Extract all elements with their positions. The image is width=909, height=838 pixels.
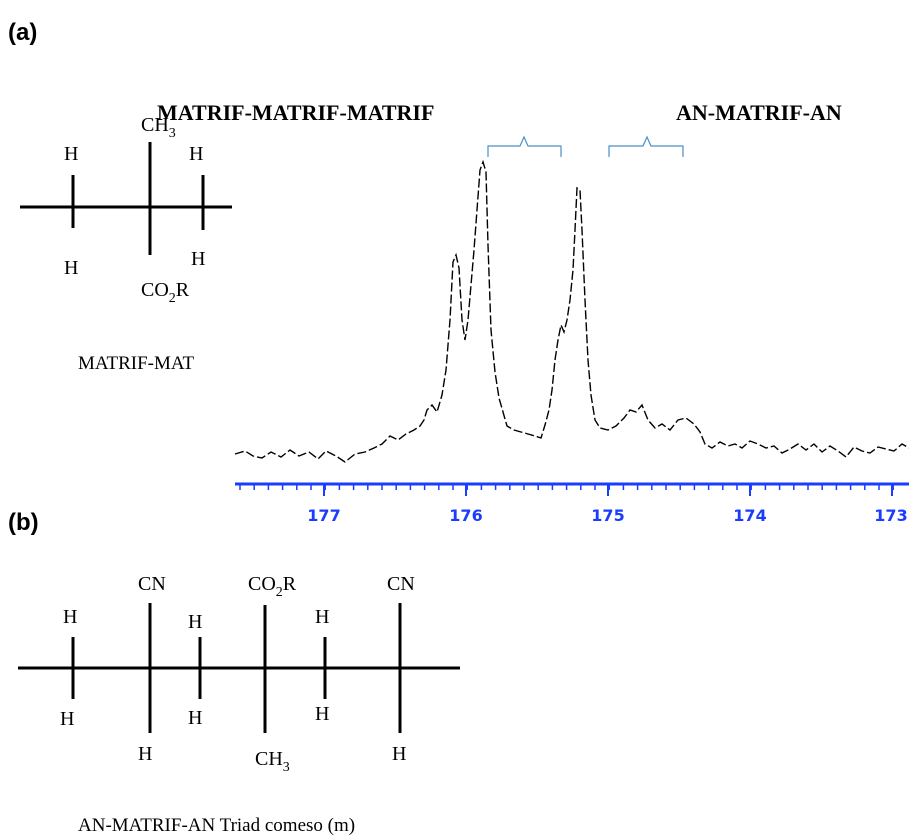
bracket-an-triad: [608, 135, 684, 157]
axis-tick-label-174: 174: [733, 506, 766, 525]
molecule-b-h-top-1: H: [63, 606, 77, 628]
molecule-b-h-lower-2: H: [392, 743, 406, 765]
molecule-b-h-top-2: H: [188, 611, 202, 633]
molecule-a-h-top-left: H: [64, 143, 78, 165]
molecule-b-cn-2: CN: [387, 573, 415, 595]
molecule-b-h-bottom-3: H: [315, 703, 329, 725]
molecule-a-h-bottom-right: H: [191, 248, 205, 270]
axis-tick-label-173: 173: [874, 506, 907, 525]
bracket-matrif-triad: [487, 135, 562, 157]
molecule-b-caption: AN-MATRIF-AN Triad comeso (m): [78, 815, 355, 836]
molecule-b-h-bottom-2: H: [188, 707, 202, 729]
molecule-b-h-top-3: H: [315, 606, 329, 628]
axis-tick-label-176: 176: [449, 506, 482, 525]
spectrum-label-matrif-triad: MATRIF-MATRIF-MATRIF: [157, 100, 434, 125]
molecule-b-ch3-label: CH3: [255, 748, 290, 775]
molecule-a-h-top-right: H: [189, 143, 203, 165]
molecule-b-structure: [18, 603, 460, 733]
molecule-b-h-bottom-1: H: [60, 708, 74, 730]
molecule-a-co2r-label: CO2R: [141, 279, 190, 306]
spectrum-label-an-triad: AN-MATRIF-AN: [676, 100, 842, 125]
molecule-b-cn-1: CN: [138, 573, 166, 595]
panel-label-b: (b): [8, 509, 39, 536]
axis-major-ticks: [323, 484, 893, 496]
molecule-b-h-lower-1: H: [138, 743, 152, 765]
panel-label-a: (a): [8, 19, 37, 46]
axis-tick-label-175: 175: [591, 506, 624, 525]
molecule-b-co2r-label: CO2R: [248, 573, 297, 600]
molecule-a-ch3-label: CH3: [141, 114, 176, 141]
spectrum-trace: [234, 159, 909, 463]
spectrum-brackets: [487, 135, 684, 157]
molecule-a-h-bottom-left: H: [64, 257, 78, 279]
axis-tick-label-177: 177: [307, 506, 340, 525]
spectrum-axis: 177 176 175 174 173: [235, 482, 909, 525]
axis-minor-ticks: [239, 484, 894, 490]
molecule-a-structure: [20, 142, 232, 255]
molecule-a-caption: MATRIF-MAT: [78, 353, 195, 374]
